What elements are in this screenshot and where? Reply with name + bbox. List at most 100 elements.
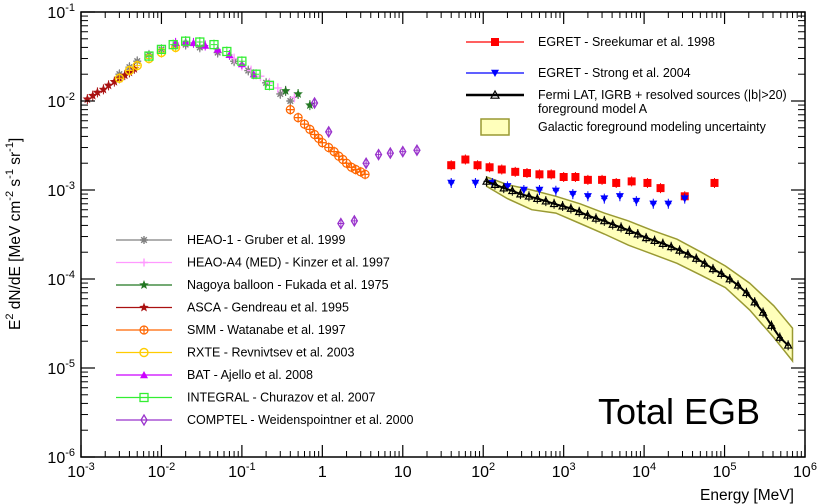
legend-bl-marker-2 [139, 280, 149, 290]
x-tick-label-3: 1 [318, 464, 327, 481]
point-0-8 [547, 170, 556, 179]
point-2-8 [549, 199, 559, 208]
x-tick-label-2: 10-1 [228, 461, 256, 481]
point-2-6 [532, 193, 542, 203]
legend-bl-item-8: COMPTEL - Weidenspointner et al. 2000 [116, 413, 414, 427]
point-11-1 [324, 125, 333, 139]
legend-bl-item-3: ASCA - Gendreau et al. 1995 [116, 301, 349, 315]
point-2-12 [583, 210, 593, 219]
errorbar-11-7 [399, 146, 406, 157]
y-axis-title-sup2: -2 [4, 191, 16, 201]
plot-frame [80, 11, 806, 458]
errorbar-10-4 [196, 37, 203, 48]
series-5 [280, 85, 315, 111]
y-tick-label-5: 10-1 [47, 2, 75, 22]
legend-tr-label-1: EGRET - Strong et al. 2004 [538, 66, 691, 80]
point-3-7 [195, 43, 204, 52]
point-2-2 [499, 183, 509, 192]
point-2-13 [591, 213, 601, 222]
point-0-0 [447, 161, 456, 170]
point-2-19 [641, 233, 651, 242]
point-7-15 [360, 169, 370, 179]
point-11-2 [337, 217, 345, 230]
point-0-2 [473, 161, 482, 170]
y-axis-title-mid3: sr [7, 152, 24, 169]
legend-bl-marker-5 [139, 347, 149, 358]
point-11-5 [374, 148, 383, 161]
point-0-14 [627, 177, 636, 186]
point-6-3 [98, 84, 109, 94]
legend-bl-label-1: HEAO-A4 (MED) - Kinzer et al. 1997 [187, 256, 390, 270]
point-2-17 [624, 225, 634, 234]
point-10-4 [195, 37, 205, 47]
series-layer [82, 36, 793, 351]
legend-bl-label-2: Nagoya balloon - Fukada et al. 1975 [187, 278, 389, 292]
legend-bl-label-0: HEAO-1 - Gruber et al. 1999 [187, 233, 345, 247]
point-0-3 [485, 163, 494, 172]
point-2-25 [691, 253, 701, 262]
point-7-2 [299, 119, 310, 129]
point-6-2 [92, 87, 103, 97]
point-1-13 [664, 200, 673, 208]
point-7-8 [329, 147, 339, 157]
axis-layer: 10-3 10-2 10-1 1 10 102 103 104 105 106 10-6 10-5 10… [47, 2, 817, 481]
point-2-18 [633, 229, 643, 238]
legend-bl-item-0: HEAO-1 - Gruber et al. 1999 [116, 233, 345, 247]
point-11-0 [310, 96, 319, 110]
legend-tr-marker-1 [491, 69, 499, 77]
errorbar-10-8 [253, 69, 260, 80]
legend-bl-item-7: INTEGRAL - Churazov et al. 2007 [116, 391, 376, 405]
errorbar-11-8 [413, 145, 420, 156]
point-2-28 [716, 268, 726, 277]
point-2-15 [608, 219, 618, 228]
point-10-8 [251, 69, 261, 79]
point-2-27 [708, 264, 718, 273]
legend-bl-label-6: BAT - Ajello et al. 2008 [187, 368, 313, 382]
point-2-9 [558, 201, 568, 210]
point-11-8 [413, 143, 421, 157]
legend-tr-item-2: Fermi LAT, IGRB + resolved sources (|b|>… [466, 88, 787, 116]
point-11-7 [399, 145, 407, 158]
point-0-7 [535, 170, 544, 179]
x-tick-label-9: 106 [793, 461, 817, 481]
legend-bl-label-4: SMM - Watanabe et al. 1997 [187, 323, 346, 337]
point-10-9 [264, 80, 275, 90]
x-tick-label-0: 10-3 [67, 461, 95, 481]
y-tick-label-1: 10-5 [47, 358, 75, 378]
point-0-9 [559, 172, 568, 181]
legend-tr-marker-2 [489, 89, 501, 99]
point-7-0 [285, 105, 295, 115]
point-7-7 [324, 142, 334, 153]
errorbar-11-3 [351, 215, 358, 226]
point-5-2 [305, 100, 315, 110]
x-tick-label-8: 105 [713, 461, 737, 481]
legend-tr-item-3: Galactic foreground modeling uncertainty [480, 118, 767, 136]
series-10 [144, 36, 275, 91]
legend-bl-marker-7 [139, 392, 149, 403]
y-axis-title: E2 dN/dE [MeV cm-2 s-1 sr-1] [4, 138, 24, 330]
point-1-5 [535, 186, 544, 194]
legend-bl-item-1: HEAO-A4 (MED) - Kinzer et al. 1997 [116, 256, 390, 270]
point-2-31 [741, 288, 751, 297]
chart-title: Total EGB [598, 391, 760, 432]
y-axis-title-end: ] [7, 138, 24, 142]
point-2-0 [482, 176, 492, 185]
errorbar-10-2 [170, 39, 177, 50]
y-tick-label-4: 10-2 [47, 91, 75, 111]
legend-bl-label-8: COMPTEL - Weidenspointner et al. 2000 [187, 413, 414, 427]
point-2-16 [616, 222, 626, 231]
errorbar-10-0 [145, 51, 152, 62]
errorbar-10-7 [238, 56, 245, 67]
y-axis-title-mid2: s [7, 179, 24, 191]
point-4-0 [230, 54, 239, 63]
legend-bl-label-3: ASCA - Gendreau et al. 1995 [187, 301, 349, 315]
errorbar-11-2 [337, 218, 344, 229]
point-10-2 [168, 39, 178, 50]
y-axis-title-base: E [7, 320, 24, 330]
legend-bl-marker-6 [140, 371, 148, 379]
point-2-30 [733, 280, 743, 289]
series-1 [447, 177, 689, 209]
legend-bl-marker-0 [140, 236, 148, 244]
point-1-0 [447, 179, 456, 187]
legend-bl-marker-4 [139, 325, 149, 335]
